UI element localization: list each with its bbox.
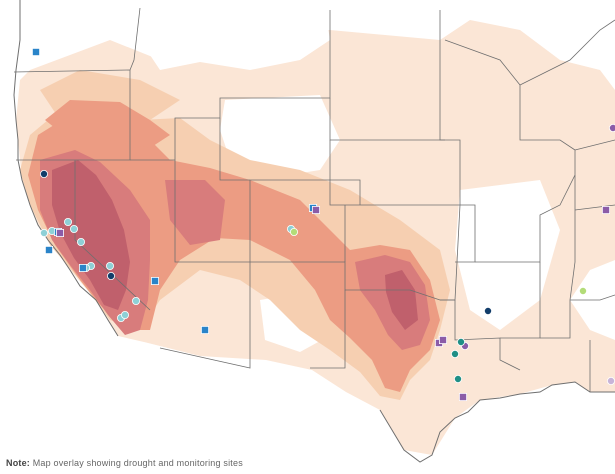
map-caption: Note: Map overlay showing drought and mo… (6, 458, 243, 468)
site-marker-dark-navy (40, 169, 49, 178)
boundary-line (13, 7, 141, 73)
site-marker-light-green (289, 227, 298, 236)
site-marker-purple (609, 124, 615, 132)
site-marker-purple (56, 228, 65, 237)
site-marker-light-green (579, 286, 588, 295)
site-marker-teal (453, 374, 462, 383)
boundary-line (174, 160, 361, 263)
site-marker-blue-square (32, 48, 41, 57)
site-marker-purple (458, 392, 467, 401)
monitoring-site-markers (32, 48, 615, 401)
site-marker-purple (602, 205, 611, 214)
site-marker-teal (450, 349, 459, 358)
site-marker-purple (311, 205, 320, 214)
unshaded-region-plains (220, 95, 340, 178)
boundary-line (329, 140, 460, 206)
site-marker-light-blue (77, 237, 86, 246)
site-marker-light-blue (106, 261, 115, 270)
drought-level-5-area-texas (385, 270, 418, 330)
boundary-line (74, 160, 151, 311)
site-marker-blue-square (150, 276, 159, 285)
boundary-line (574, 204, 615, 211)
unshaded-region-north (140, 8, 330, 70)
drought-shading-layer (16, 8, 615, 455)
site-marker-teal (456, 337, 465, 346)
boundary-line (439, 10, 461, 301)
drought-level-4-area-nevada (165, 180, 225, 245)
site-marker-light-blue (40, 228, 49, 237)
site-marker-lavender (607, 377, 615, 385)
site-marker-light-blue (121, 310, 130, 319)
site-marker-blue-square (45, 245, 54, 254)
site-marker-light-blue (70, 224, 79, 233)
unshaded-region-east (455, 180, 560, 330)
site-marker-purple (438, 335, 447, 344)
drought-level-3-area-oregon (45, 100, 170, 148)
boundary-line (159, 262, 251, 369)
site-marker-light-blue (64, 217, 73, 226)
boundary-line (570, 294, 615, 301)
coastline (13, 0, 119, 337)
boundary-line (455, 204, 476, 263)
caption-text: Map overlay showing drought and monitori… (32, 458, 243, 468)
site-marker-blue-square (79, 263, 88, 272)
state-boundaries (13, 7, 615, 392)
boundary-line (519, 19, 615, 86)
caption-label: Note: (6, 458, 30, 468)
site-marker-blue-square (200, 325, 209, 334)
boundary-line (310, 290, 346, 369)
boundary-line (219, 118, 250, 181)
site-marker-dark-navy (107, 271, 116, 280)
site-marker-light-blue (131, 296, 140, 305)
boundary-line (574, 139, 615, 151)
gulf-coastline (379, 381, 615, 463)
site-marker-dark-navy (483, 306, 492, 315)
